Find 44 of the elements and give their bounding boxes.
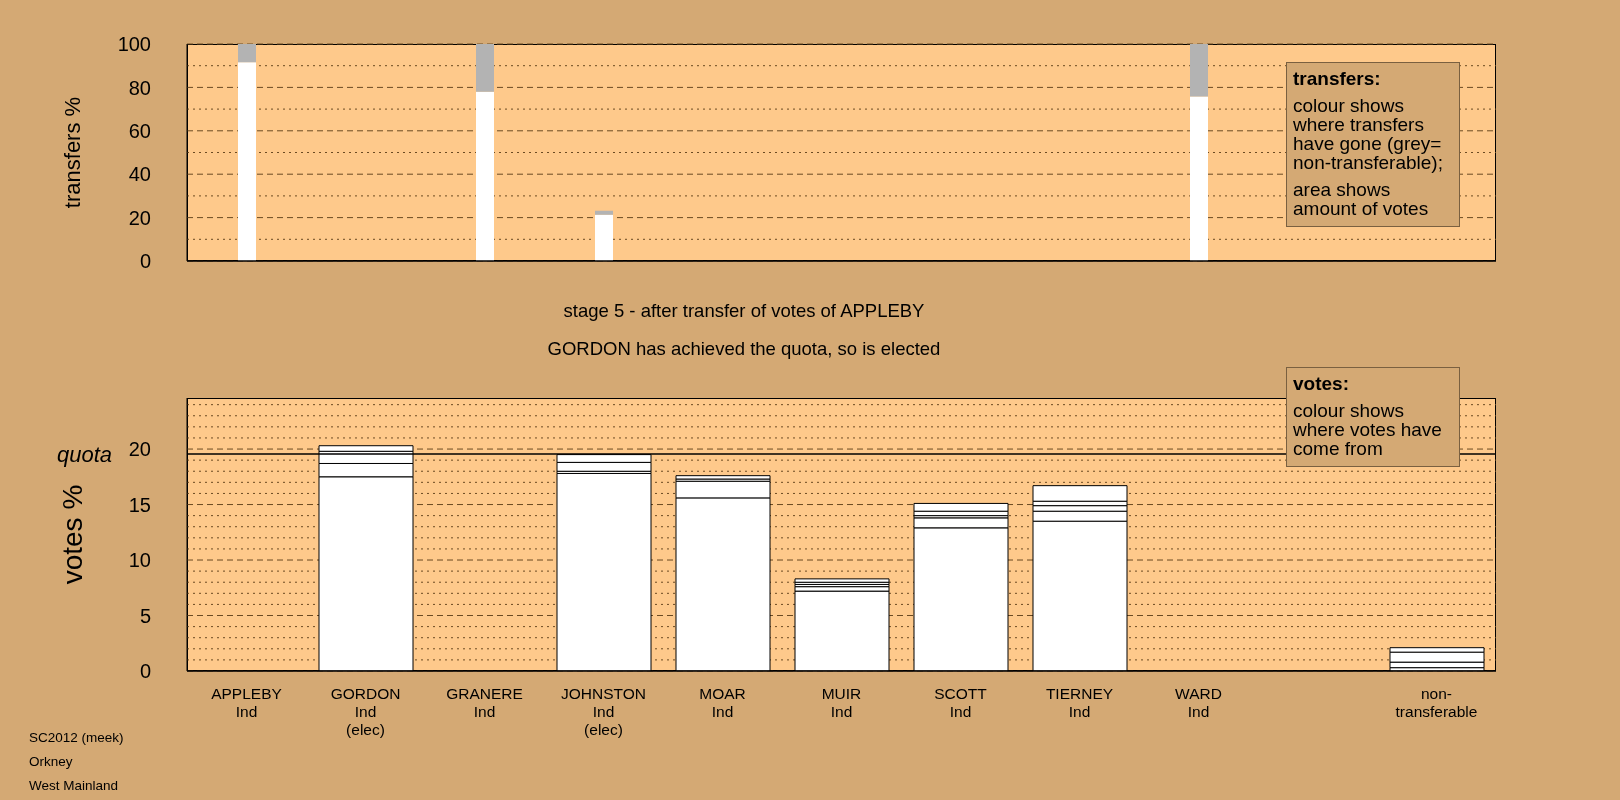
- y-tick-label: 15: [128, 493, 151, 516]
- x-tick-label: SCOTT Ind: [934, 685, 988, 720]
- x-tick-label: MUIR Ind: [821, 685, 862, 720]
- bar: [913, 502, 1009, 512]
- y-axis-title: transfers %: [59, 96, 85, 209]
- x-tick-label: TIERNEY Ind: [1045, 685, 1114, 720]
- chart-subtitle: GORDON has achieved the quota, so is elected: [546, 338, 942, 360]
- text: West Mainland: [29, 777, 120, 795]
- y-tick-label: 100: [117, 33, 151, 56]
- bar: [1032, 485, 1128, 502]
- annotation: colour shows where votes have come from: [1293, 400, 1443, 459]
- bar: [1190, 44, 1208, 97]
- bar: [476, 91, 494, 261]
- x-tick-label: GRANERE Ind: [446, 685, 523, 720]
- x-tick-label: MOAR Ind: [699, 685, 746, 720]
- y-axis-title: votes %: [56, 484, 88, 585]
- chart-title: stage 5 - after transfer of votes of APPLEBY: [562, 300, 926, 322]
- bar: [238, 62, 256, 261]
- y-tick-label: 0: [139, 250, 151, 273]
- bar: [595, 210, 613, 215]
- y-tick-label: 0: [139, 660, 151, 683]
- x-tick-label: GORDON Ind (elec): [330, 685, 401, 738]
- y-tick-label: 40: [128, 163, 151, 186]
- text: SC2012 (meek): [29, 729, 124, 747]
- x-tick-label: WARD Ind: [1175, 685, 1222, 720]
- bar: [476, 44, 494, 92]
- x-tick-label: JOHNSTON Ind (elec): [561, 685, 646, 738]
- bar: [595, 214, 613, 261]
- x-tick-label: APPLEBY Ind: [211, 685, 282, 720]
- text: votes:: [1293, 373, 1350, 394]
- y-tick-label: 10: [128, 549, 151, 572]
- y-tick-label: 20: [128, 438, 151, 461]
- annotation: area shows amount of votes: [1293, 179, 1430, 219]
- x-tick-label: non- transferable: [1395, 685, 1478, 720]
- text: Orkney: [29, 753, 74, 771]
- y-tick-label: 20: [128, 206, 151, 229]
- annotation: colour shows where transfers have gone (grey= non-transferable);: [1293, 95, 1444, 173]
- bar: [238, 44, 256, 63]
- ref-line-label: quota: [56, 441, 112, 467]
- y-tick-label: 5: [139, 604, 151, 627]
- bar: [1190, 96, 1208, 261]
- annotation: transfers:: [1293, 68, 1382, 89]
- y-tick-label: 80: [128, 76, 151, 99]
- y-tick-label: 60: [128, 119, 151, 142]
